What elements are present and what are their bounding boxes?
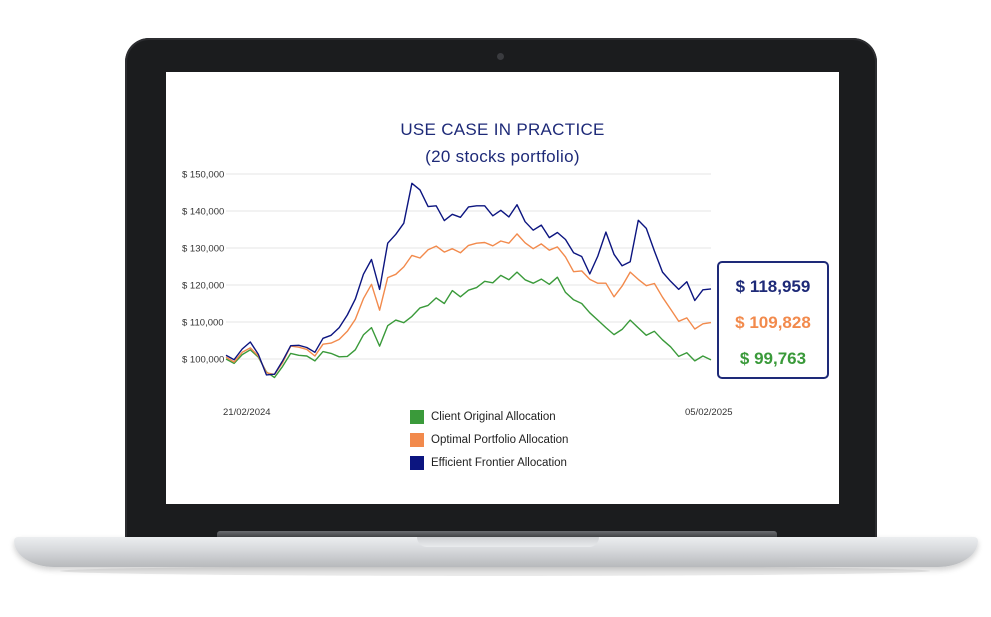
y-tick-label: $ 130,000 bbox=[182, 244, 224, 255]
legend-item-optimal: Optimal Portfolio Allocation bbox=[410, 428, 568, 451]
trackpad-notch bbox=[417, 537, 599, 547]
final-value-optimal: $ 109,828 bbox=[735, 313, 811, 332]
legend-item-efficient: Efficient Frontier Allocation bbox=[410, 451, 568, 474]
legend-label-client: Client Original Allocation bbox=[431, 410, 556, 423]
x-tick-label-start: 21/02/2024 bbox=[223, 407, 271, 418]
laptop-screen: USE CASE IN PRACTICE (20 stocks portfoli… bbox=[166, 72, 839, 504]
laptop-shadow bbox=[60, 566, 930, 576]
y-tick-label: $ 140,000 bbox=[182, 207, 224, 218]
chart-title: USE CASE IN PRACTICE bbox=[400, 120, 605, 139]
y-tick-label: $ 120,000 bbox=[182, 281, 224, 292]
series-line-2 bbox=[225, 182, 712, 376]
series-line-0 bbox=[225, 271, 712, 379]
legend-item-client: Client Original Allocation bbox=[410, 405, 568, 428]
final-value-efficient: $ 118,959 bbox=[735, 277, 811, 296]
legend-swatch-efficient bbox=[410, 455, 424, 470]
laptop-base bbox=[14, 537, 978, 567]
legend-swatch-optimal bbox=[410, 432, 424, 447]
final-values-box: $ 118,959 $ 109,828 $ 99,763 bbox=[717, 261, 829, 379]
line-chart: $ 150,000 $ 140,000 $ 130,000 $ 120,000 $ 11… bbox=[182, 170, 733, 419]
y-tick-label: $ 150,000 bbox=[182, 170, 224, 181]
series-line-1 bbox=[225, 233, 712, 376]
chart-legend: Client Original Allocation Optimal Portf… bbox=[410, 405, 568, 474]
final-value-client: $ 99,763 bbox=[739, 349, 807, 368]
y-tick-label: $ 100,000 bbox=[182, 355, 224, 366]
webcam-icon bbox=[497, 53, 504, 60]
legend-swatch-client bbox=[410, 409, 424, 424]
x-tick-label-end: 05/02/2025 bbox=[685, 407, 733, 418]
legend-label-efficient: Efficient Frontier Allocation bbox=[431, 456, 567, 469]
laptop-hinge bbox=[217, 531, 777, 540]
legend-label-optimal: Optimal Portfolio Allocation bbox=[431, 433, 569, 446]
chart-subtitle: (20 stocks portfolio) bbox=[425, 147, 580, 166]
y-tick-label: $ 110,000 bbox=[182, 318, 224, 329]
